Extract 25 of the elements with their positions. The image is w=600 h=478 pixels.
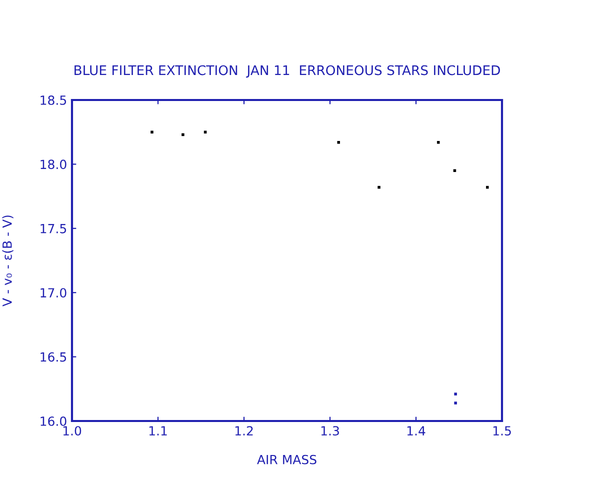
x-tick-label: 1.2 [235, 426, 253, 436]
y-tick-label: 16.0 [40, 416, 66, 426]
point [486, 186, 489, 189]
point [337, 140, 340, 144]
x-tick-label: 1.4 [407, 426, 426, 436]
y-tick-label: 17.0 [40, 288, 66, 298]
y-tick-label: 18.5 [40, 95, 66, 105]
point [182, 133, 184, 136]
y-tick-label: 17.5 [40, 224, 66, 234]
point [204, 130, 207, 134]
y-tick-label: 16.5 [40, 352, 66, 362]
chart-title: BLUE FILTER EXTINCTION JAN 11 ERRONEOUS STARS INCLUDED [74, 65, 500, 78]
point [378, 186, 380, 189]
point [454, 392, 457, 396]
y-axis-title: V - v₀ - ε(B - V) [2, 216, 14, 306]
x-tick-label: 1.3 [321, 426, 339, 436]
x-tick-label: 1.0 [63, 426, 82, 436]
y-tick-label: 18.0 [40, 160, 66, 170]
x-tick-label: 1.5 [493, 426, 511, 436]
x-axis-title: AIR MASS [257, 454, 316, 464]
point [453, 169, 456, 172]
point [150, 130, 154, 134]
point [454, 402, 457, 404]
point [436, 140, 440, 144]
x-tick-label: 1.1 [149, 426, 167, 436]
